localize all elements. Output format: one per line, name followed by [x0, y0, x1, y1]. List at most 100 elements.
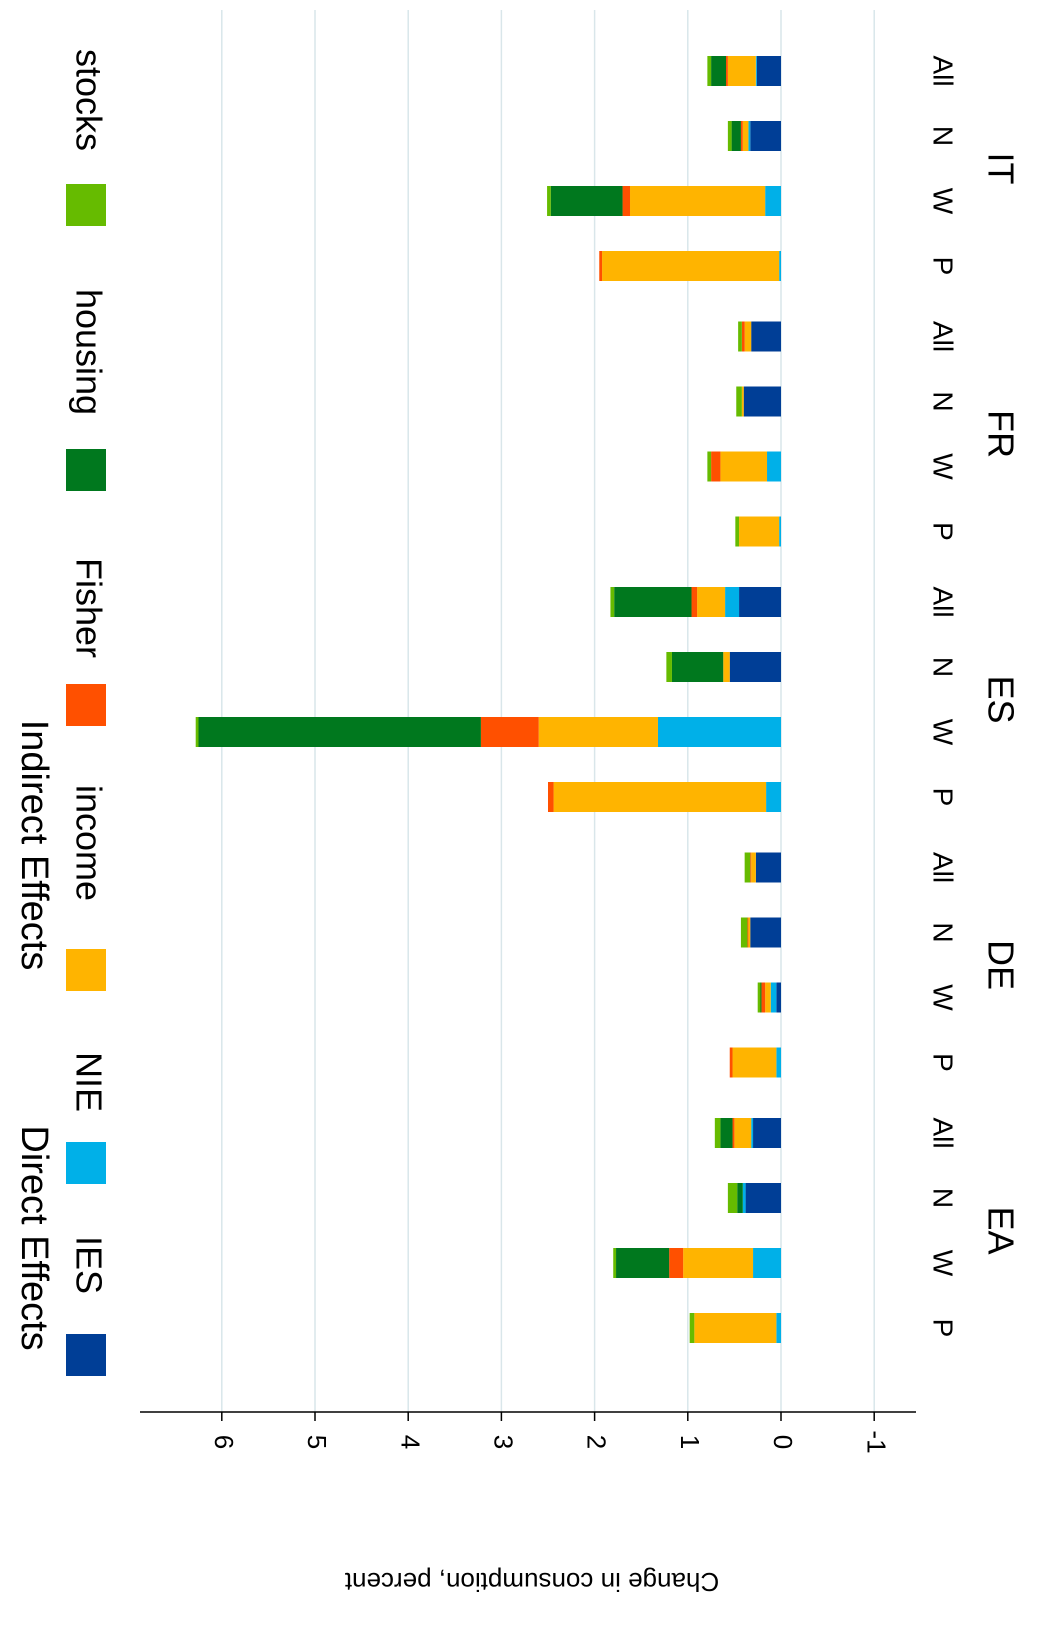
bar-segment-de-p-fisher [729, 1047, 733, 1078]
bar-segment-de-w-housing [760, 982, 762, 1013]
bar-segment-ea-all-stocks [714, 1118, 721, 1148]
bar-segment-ea-p-income [694, 1313, 777, 1343]
bar-segment-es-n-income [723, 652, 730, 682]
bar-segment-fr-all-stocks [738, 321, 742, 352]
group-label: P [928, 1053, 959, 1072]
bar-segment-it-all-nie [755, 56, 757, 86]
value-tick-label: 1 [675, 1435, 705, 1449]
value-tick-label: 4 [395, 1435, 425, 1449]
group-label: P [928, 522, 959, 541]
bar-segment-de-w-ies [776, 982, 781, 1013]
bar-segment-es-all-housing [614, 587, 692, 617]
bar-segment-fr-n-stocks [736, 386, 742, 417]
country-label: FR [980, 410, 1021, 458]
bar-segment-ea-w-fisher [669, 1248, 684, 1278]
bar-segment-ea-p-nie [776, 1313, 781, 1343]
bar-segment-ea-all-fisher [732, 1118, 735, 1148]
group-label: All [928, 586, 959, 617]
bar-segment-ea-n-stocks [727, 1183, 738, 1213]
group-label: All [928, 1117, 959, 1148]
bar-segment-de-all-fisher [750, 852, 752, 883]
value-tick-label: 6 [209, 1435, 239, 1449]
bar-segment-it-w-nie [765, 186, 781, 216]
bar-segment-es-all-nie [725, 587, 740, 617]
bar-segment-it-n-stocks [727, 121, 732, 151]
group-label: All [928, 852, 959, 883]
bar-segment-de-n-income [748, 917, 751, 948]
bar-segment-it-w-fisher [622, 186, 631, 216]
bar-segment-de-all-ies [755, 852, 781, 883]
value-tick-label: 5 [302, 1435, 332, 1449]
legend-swatch-housing [66, 449, 106, 491]
legend-title-indirect: Indirect Effects [13, 720, 55, 971]
legend-swatch-fisher [66, 684, 106, 726]
country-label: IT [980, 153, 1021, 185]
bar-segment-it-all-housing [711, 56, 727, 86]
bar-segment-es-w-nie [657, 717, 781, 747]
bar-segment-de-p-income [732, 1047, 777, 1078]
bar-segment-it-n-nie [748, 121, 751, 151]
group-label: N [928, 1188, 959, 1208]
group-label: W [928, 188, 959, 215]
bar-segment-es-all-fisher [691, 587, 698, 617]
bar-segment-fr-all-ies [751, 321, 781, 352]
bar-segment-ea-all-housing [720, 1118, 733, 1148]
bar-segment-ea-w-stocks [613, 1248, 617, 1278]
bar-segment-it-p-income [602, 251, 780, 281]
bar-segment-ea-w-housing [616, 1248, 670, 1278]
bar-segment-de-all-income [751, 852, 756, 883]
bar-segment-ea-all-ies [753, 1118, 781, 1148]
bar-segment-it-p-fisher [599, 251, 603, 281]
bar-segment-de-w-income [765, 982, 771, 1013]
value-tick-label: 0 [768, 1435, 798, 1449]
bar-segment-de-all-stocks [744, 852, 751, 883]
group-label: P [928, 788, 959, 807]
bar-segment-es-all-stocks [610, 587, 615, 617]
bar-segment-es-w-fisher [480, 717, 539, 747]
group-label: N [928, 657, 959, 677]
bar-segment-de-n-ies [750, 917, 781, 948]
legend-label-nie: NIE [68, 1052, 109, 1112]
legend-swatch-nie [66, 1142, 106, 1184]
bar-segment-ea-all-income [734, 1118, 752, 1148]
bar-segment-fr-p-nie [779, 516, 781, 547]
bar-segment-de-p-nie [776, 1047, 781, 1078]
bar-segment-ea-p-stocks [689, 1313, 695, 1343]
country-label: ES [980, 675, 1021, 723]
bar-segment-it-n-fisher [740, 121, 743, 151]
bar-segment-fr-w-fisher [711, 451, 721, 482]
bar-segment-fr-w-stocks [707, 451, 712, 482]
bar-segment-es-w-stocks [195, 717, 199, 747]
bar-segment-fr-all-fisher [741, 321, 745, 352]
bar-segment-es-w-income [538, 717, 658, 747]
bar-segment-de-n-stocks [740, 917, 748, 948]
bar-segment-ea-all-nie [751, 1118, 754, 1148]
group-label: W [928, 1250, 959, 1277]
bar-segment-fr-p-income [739, 516, 780, 547]
bar-segment-it-n-income [742, 121, 749, 151]
bar-segment-es-p-income [553, 782, 767, 812]
bar-segment-fr-all-income [744, 321, 752, 352]
bar-segment-it-w-stocks [547, 186, 551, 216]
group-label: P [928, 257, 959, 276]
country-label: DE [980, 940, 1021, 990]
bar-segment-it-all-fisher [726, 56, 728, 86]
bar-segment-it-n-housing [731, 121, 741, 151]
bar-segment-es-all-ies [739, 587, 781, 617]
bar-segment-de-w-nie [770, 982, 777, 1013]
bar-segment-ea-n-ies [745, 1183, 781, 1213]
bar-segment-fr-n-ies [743, 386, 781, 417]
bar-segment-de-n-fisher [747, 917, 749, 948]
value-axis-title: Change in consumption, percent [344, 1567, 719, 1597]
group-label: N [928, 391, 959, 411]
bar-segment-fr-n-income [741, 386, 744, 417]
group-label: W [928, 453, 959, 480]
bar-segment-ea-n-nie [742, 1183, 746, 1213]
bar-segment-it-all-ies [756, 56, 781, 86]
bar-segment-it-all-income [727, 56, 756, 86]
bar-segment-it-w-income [630, 186, 766, 216]
legend-label-fisher: Fisher [68, 558, 109, 658]
bar-segment-ea-n-housing [737, 1183, 743, 1213]
